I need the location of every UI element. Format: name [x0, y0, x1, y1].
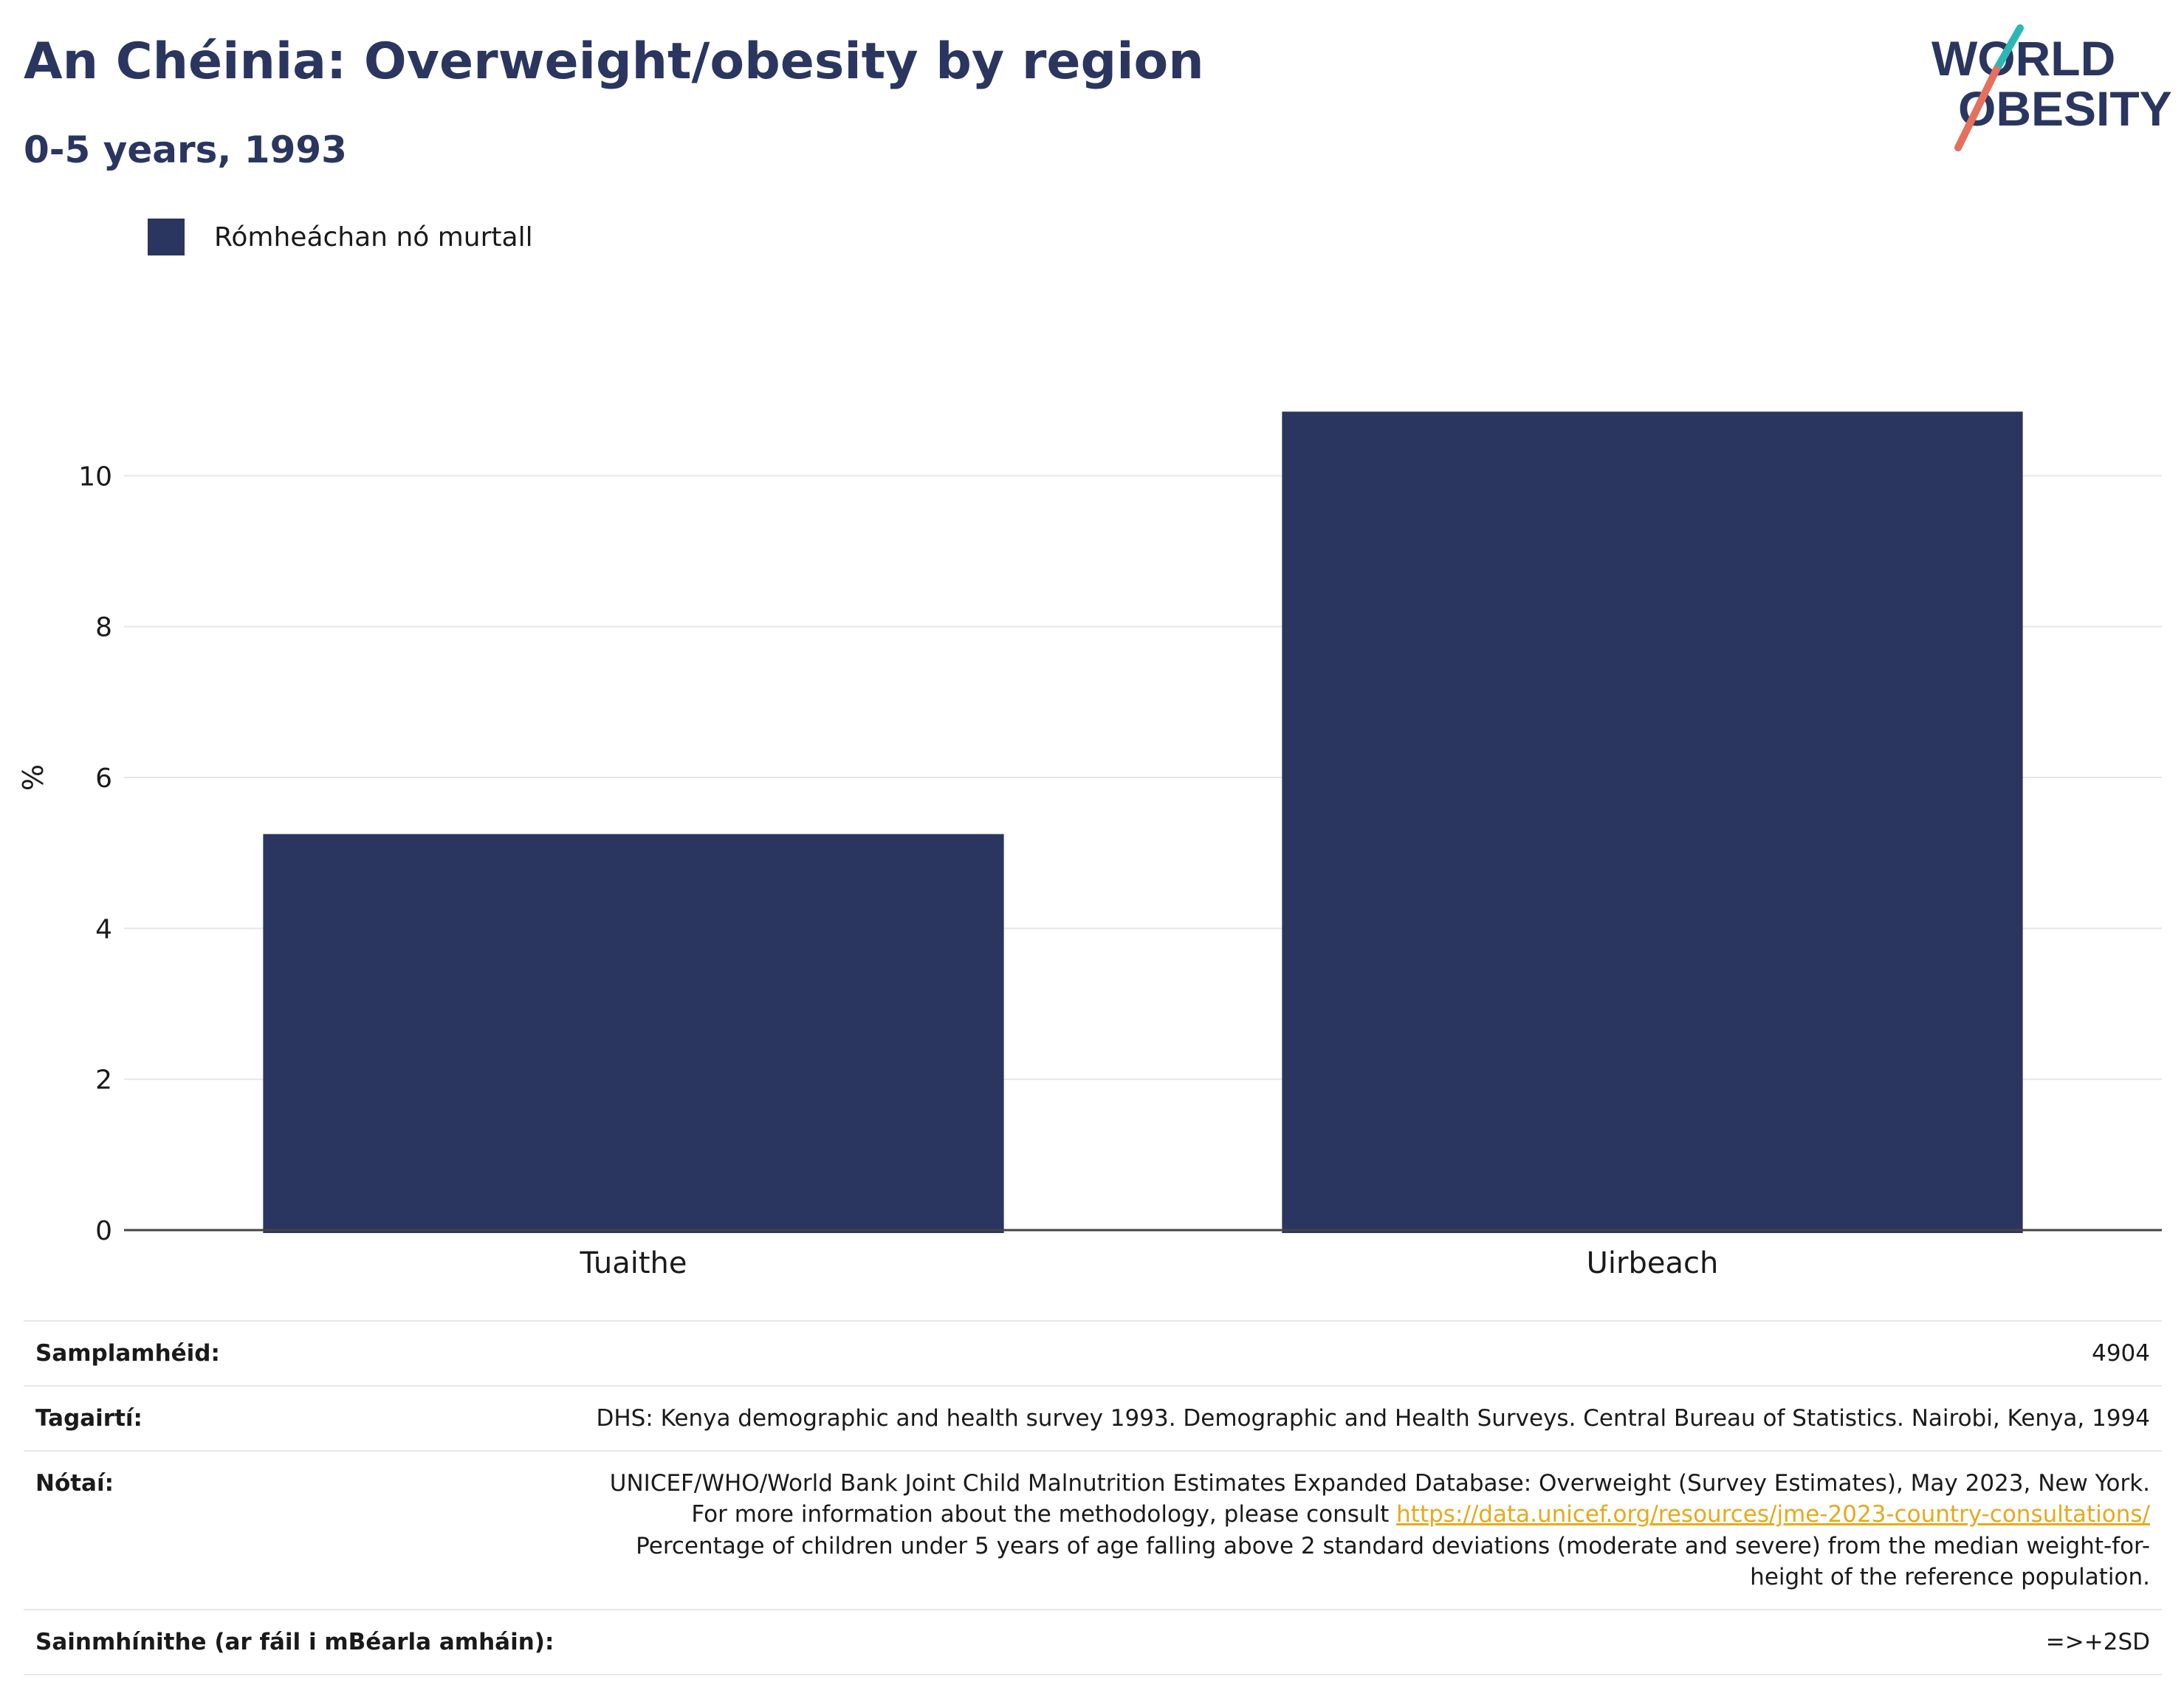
bar-chart: 0 2 4 6 8 10 Tuaithe Uirbeach % — [17, 411, 2162, 1280]
world-obesity-logo: WORLD OBESITY — [1931, 24, 2171, 151]
y-tick-label: 8 — [95, 613, 112, 643]
logo-slash-teal — [1993, 24, 2024, 73]
legend-swatch — [148, 219, 185, 255]
x-tick-label: Uirbeach — [1587, 1246, 1719, 1280]
references-value: DHS: Kenya demographic and health survey… — [566, 1385, 2162, 1452]
bar-tuaithe[interactable] — [263, 834, 1004, 1233]
legend-label: Rómheáchan nó murtall — [214, 222, 533, 253]
info-row-notes: Nótaí: UNICEF/WHO/World Bank Joint Child… — [24, 1450, 2162, 1610]
notes-value: UNICEF/WHO/World Bank Joint Child Malnut… — [566, 1450, 2162, 1610]
info-row-references: Tagairtí: DHS: Kenya demographic and hea… — [24, 1385, 2162, 1452]
bars — [263, 411, 2023, 1233]
y-axis-ticks: 0 2 4 6 8 10 — [78, 461, 112, 1246]
info-table: Samplamhéid: 4904 Tagairtí: DHS: Kenya d… — [24, 1319, 2162, 1676]
chart-legend[interactable]: Rómheáchan nó murtall — [148, 219, 533, 255]
notes-link[interactable]: https://data.unicef.org/resources/jme-20… — [1396, 1501, 2150, 1528]
logo-line2: OBESITY — [1958, 81, 2171, 136]
x-tick-label: Tuaithe — [580, 1246, 687, 1280]
y-tick-label: 4 — [95, 914, 112, 944]
x-axis-labels: Tuaithe Uirbeach — [580, 1246, 1719, 1280]
chart-subtitle: 0-5 years, 1993 — [24, 128, 347, 171]
definitions-value: =>+2SD — [566, 1608, 2162, 1676]
y-tick-label: 10 — [78, 461, 112, 492]
notes-text-before: UNICEF/WHO/World Bank Joint Child Malnut… — [609, 1470, 2150, 1528]
references-label: Tagairtí: — [24, 1385, 566, 1452]
logo-slash-coral — [1954, 66, 2000, 151]
y-tick-label: 0 — [95, 1216, 112, 1246]
chart-title: An Chéinia: Overweight/obesity by region — [24, 32, 1204, 91]
definitions-label: Sainmhínithe (ar fáil i mBéarla amháin): — [24, 1608, 566, 1676]
sample-size-label: Samplamhéid: — [24, 1319, 566, 1387]
bar-uirbeach[interactable] — [1282, 411, 2023, 1233]
y-axis-title: % — [17, 764, 49, 791]
y-tick-label: 6 — [95, 763, 112, 794]
notes-text-after: Percentage of children under 5 years of … — [636, 1532, 2150, 1590]
y-tick-label: 2 — [95, 1065, 112, 1096]
notes-label: Nótaí: — [24, 1450, 566, 1610]
info-row-sample-size: Samplamhéid: 4904 — [24, 1319, 2162, 1387]
logo-line1: WORLD — [1931, 31, 2115, 86]
sample-size-value: 4904 — [566, 1319, 2162, 1387]
info-row-definitions: Sainmhínithe (ar fáil i mBéarla amháin):… — [24, 1608, 2162, 1676]
